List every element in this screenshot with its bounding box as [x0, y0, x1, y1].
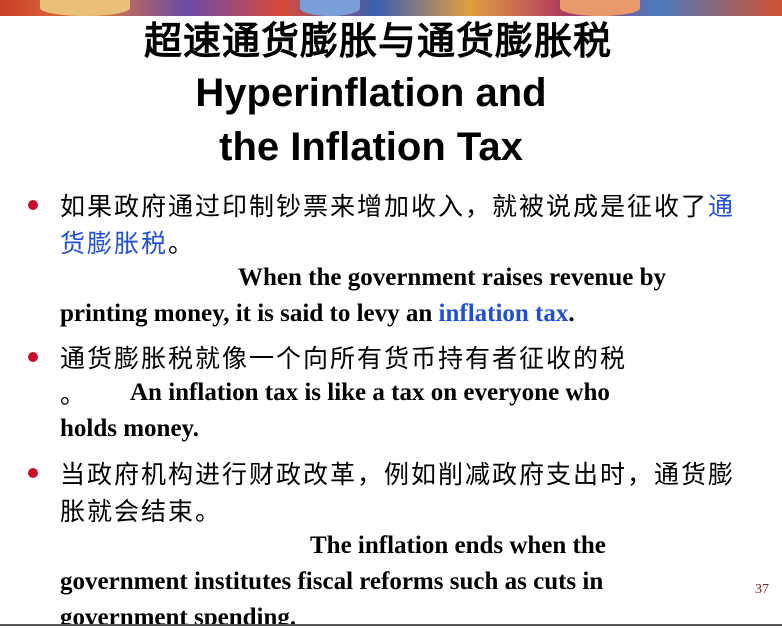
bullet-1-cn-text: 如果政府通过印制钞票来增加收入，就被说成是征收了: [60, 192, 709, 221]
banner-shape: [40, 0, 130, 16]
bullet-1-en-suffix: .: [568, 300, 575, 327]
bullet-2-english-line1: An inflation tax is like a tax on everyo…: [130, 379, 610, 406]
decorative-banner: [0, 0, 782, 16]
bullet-dot: [28, 468, 38, 478]
title-english-line2: the Inflation Tax: [219, 125, 523, 169]
bullet-2-english-line2: holds money.: [60, 415, 199, 442]
title-english-line1: Hyperinflation and: [195, 71, 547, 115]
slide-title: 超速通货膨胀与通货膨胀税 Hyperinflation and the Infl…: [0, 16, 782, 174]
bullet-2-cn-period: 。: [60, 380, 88, 409]
bullet-1-english-line1: When the government raises revenue by: [238, 264, 666, 291]
bullet-1-chinese: 如果政府通过印制钞票来增加收入，就被说成是征收了通货膨胀税。: [60, 188, 760, 262]
bullet-1-cn-suffix: 。: [168, 229, 196, 258]
banner-shape: [560, 0, 640, 16]
bullet-dot: [28, 352, 38, 362]
bullet-dot: [28, 200, 38, 210]
bullet-3-chinese: 当政府机构进行财政改革，例如削减政府支出时，通货膨胀就会结束。: [60, 460, 736, 526]
bullet-3-english-line2: government institutes fiscal reforms suc…: [60, 568, 604, 595]
bullet-3-english-line1: The inflation ends when the: [310, 532, 606, 559]
bullet-1-english-line2: printing money, it is said to levy an in…: [60, 296, 760, 332]
bullet-3-english-line3: government spending.: [60, 604, 297, 624]
bullet-1-en-text: printing money, it is said to levy an: [60, 300, 439, 327]
bullet-1-en-highlight: inflation tax: [438, 300, 569, 327]
banner-shape: [300, 0, 360, 16]
bullet-2-chinese: 通货膨胀税就像一个向所有货币持有者征收的税: [60, 344, 628, 373]
page-number: 37: [755, 582, 769, 597]
bullet-1-cn-highlight: 通货膨胀税: [60, 192, 736, 258]
title-chinese: 超速通货膨胀与通货膨胀税: [143, 19, 612, 63]
bottom-divider: [0, 624, 782, 626]
